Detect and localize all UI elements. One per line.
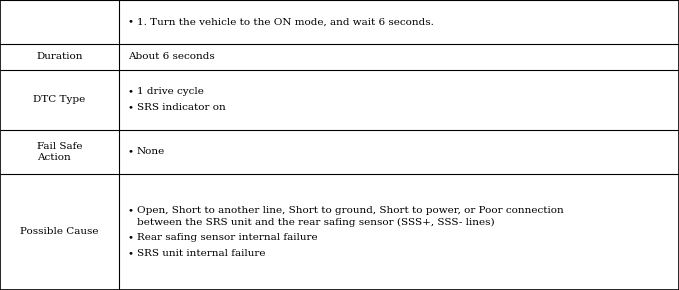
Bar xyxy=(0,174,679,290)
Text: •: • xyxy=(128,249,134,258)
Bar xyxy=(0,44,679,70)
Text: 1. Turn the vehicle to the ON mode, and wait 6 seconds.: 1. Turn the vehicle to the ON mode, and … xyxy=(137,17,434,27)
Text: Rear safing sensor internal failure: Rear safing sensor internal failure xyxy=(137,233,318,242)
Text: SRS unit internal failure: SRS unit internal failure xyxy=(137,249,265,258)
Text: between the SRS unit and the rear safing sensor (SSS+, SSS- lines): between the SRS unit and the rear safing… xyxy=(137,218,494,227)
Text: •: • xyxy=(128,17,134,27)
Bar xyxy=(0,70,679,130)
Bar xyxy=(0,0,679,44)
Text: Fail Safe
Action: Fail Safe Action xyxy=(37,142,82,162)
Text: •: • xyxy=(128,103,134,112)
Text: Open, Short to another line, Short to ground, Short to power, or Poor connection: Open, Short to another line, Short to gr… xyxy=(137,206,564,215)
Text: •: • xyxy=(128,88,134,97)
Text: SRS indicator on: SRS indicator on xyxy=(137,103,225,112)
Text: None: None xyxy=(137,147,165,157)
Text: •: • xyxy=(128,233,134,242)
Text: •: • xyxy=(128,147,134,157)
Text: 1 drive cycle: 1 drive cycle xyxy=(137,88,204,97)
Text: DTC Type: DTC Type xyxy=(33,95,86,104)
Text: Duration: Duration xyxy=(36,52,83,61)
Text: About 6 seconds: About 6 seconds xyxy=(128,52,215,61)
Bar xyxy=(0,130,679,174)
Text: •: • xyxy=(128,206,134,215)
Text: Possible Cause: Possible Cause xyxy=(20,227,98,237)
